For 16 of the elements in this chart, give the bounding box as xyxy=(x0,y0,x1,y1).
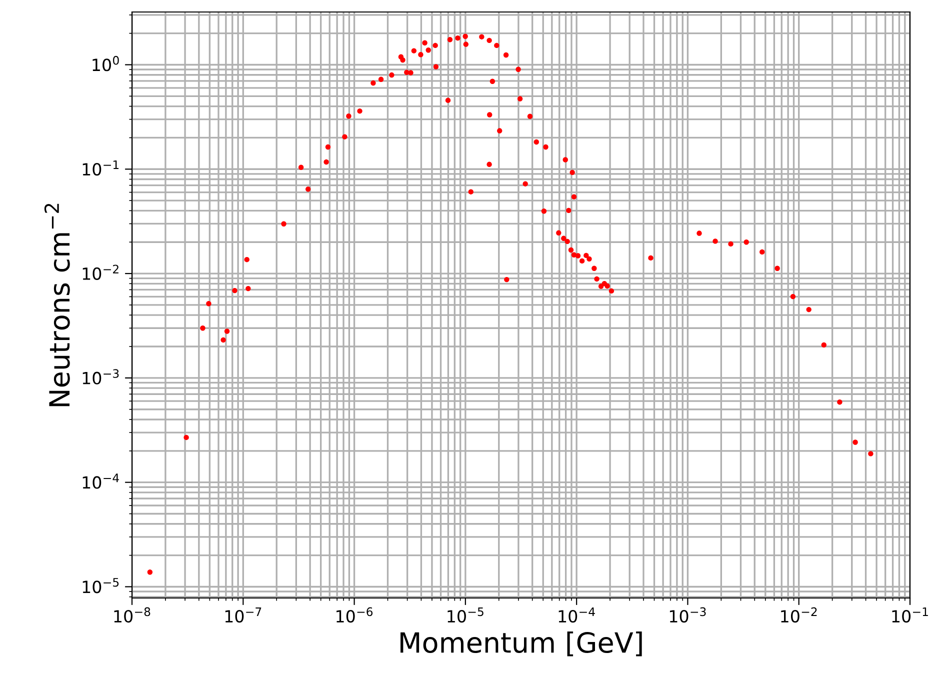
x-tick-label: 10$^{−7}$ xyxy=(225,607,262,623)
x-tick-label: 10$^{−1}$ xyxy=(892,607,928,623)
x-tick-label: 10$^{−8}$ xyxy=(114,607,150,623)
x-axis-title: Momentum [GeV] xyxy=(400,631,642,656)
y-axis-title: Neutrons cm$^{−2}$ xyxy=(44,204,70,406)
y-tick-label: 10$^{−4}$ xyxy=(82,474,119,489)
x-tick-label: 10$^{−2}$ xyxy=(781,607,817,623)
x-tick-label: 10$^{−6}$ xyxy=(336,607,373,623)
x-tick-label: 10$^{−5}$ xyxy=(448,607,484,623)
x-tick-label: 10$^{−3}$ xyxy=(670,607,706,623)
x-tick-label: 10$^{−4}$ xyxy=(558,607,595,623)
y-tick-label: 10$^{−1}$ xyxy=(82,160,119,176)
y-tick-label: 10$^{0}$ xyxy=(92,56,119,72)
y-tick-label: 10$^{−3}$ xyxy=(82,369,119,384)
y-tick-label: 10$^{−2}$ xyxy=(82,264,118,280)
y-tick-label: 10$^{−5}$ xyxy=(82,578,119,594)
